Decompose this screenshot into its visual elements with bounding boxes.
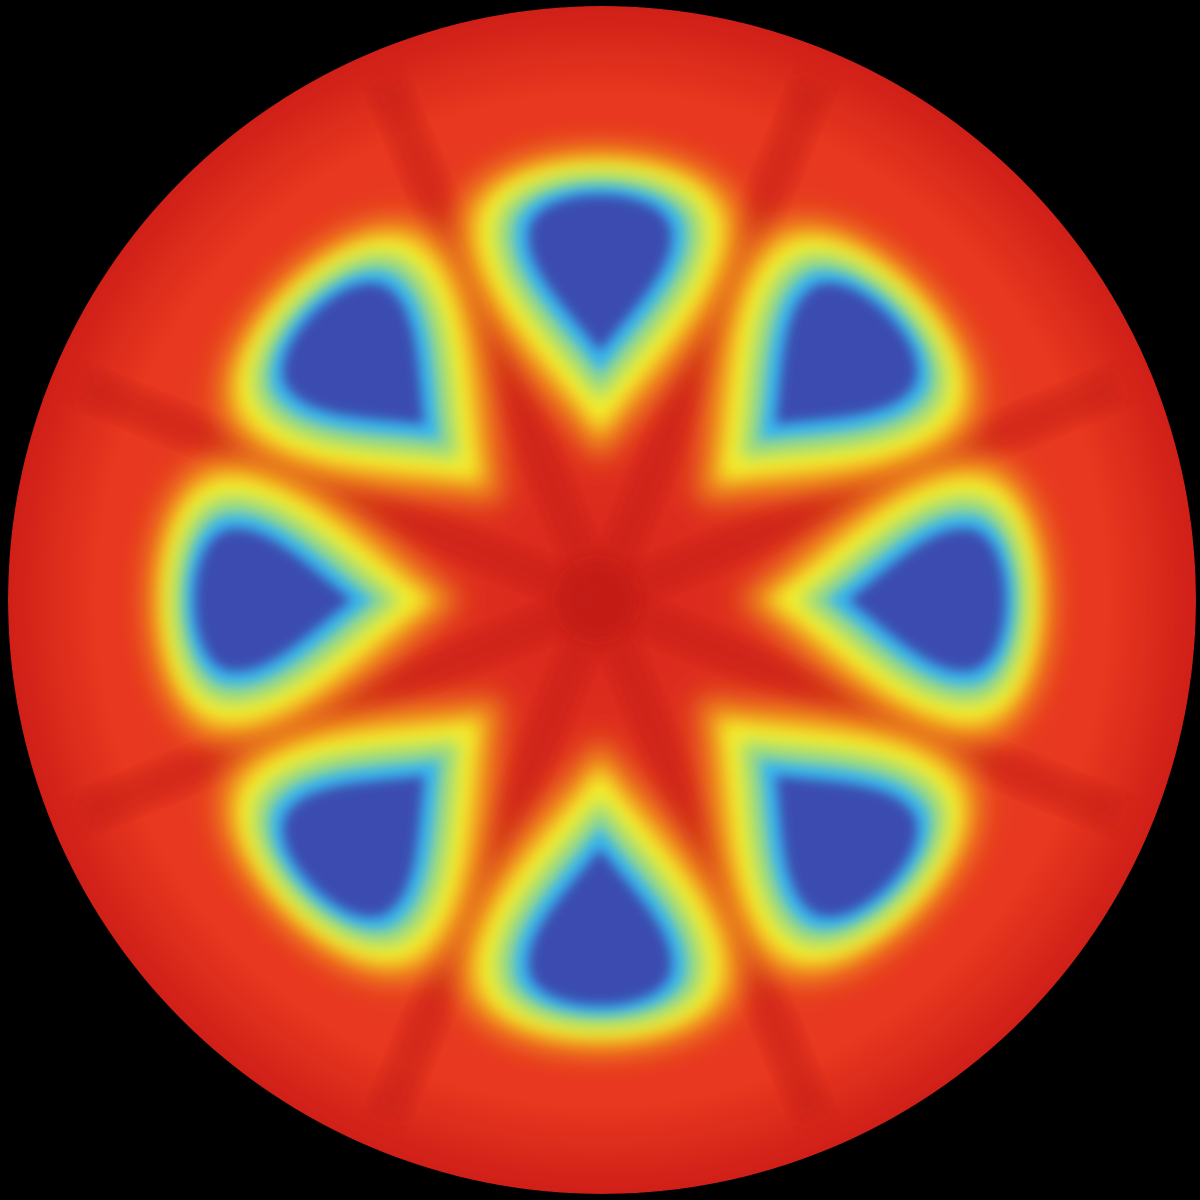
spoke-4	[369, 593, 617, 1125]
lobe-south	[457, 738, 743, 1053]
spoke-3	[583, 593, 831, 1125]
disk-center	[557, 560, 637, 640]
lobe-north	[457, 147, 743, 462]
spoke-5	[75, 583, 607, 831]
lobes-group	[147, 147, 1053, 1053]
lobe-northwest-contour-4	[282, 282, 425, 425]
spoke-6	[75, 369, 607, 617]
spoke-2	[593, 583, 1125, 831]
spoke-0	[583, 75, 831, 607]
lobe-east	[738, 457, 1053, 743]
lobe-southeast-contour-4	[775, 775, 918, 918]
lobe-southwest-contour-4	[282, 775, 425, 918]
lobe-south-contour-4	[528, 848, 672, 1006]
spoke-1	[593, 369, 1125, 617]
lobe-north-contour-4	[528, 194, 672, 352]
dark-spokes	[75, 75, 1125, 1125]
lobe-northeast	[697, 218, 982, 503]
lobe-west	[147, 457, 462, 743]
lobe-northwest	[218, 218, 503, 503]
spoke-7	[369, 75, 617, 607]
lobe-southeast	[697, 697, 982, 982]
lobe-west-contour-4	[194, 528, 352, 672]
lobe-northeast-contour-4	[775, 282, 918, 425]
lobe-east-contour-4	[848, 528, 1006, 672]
lobe-southwest	[218, 697, 503, 982]
